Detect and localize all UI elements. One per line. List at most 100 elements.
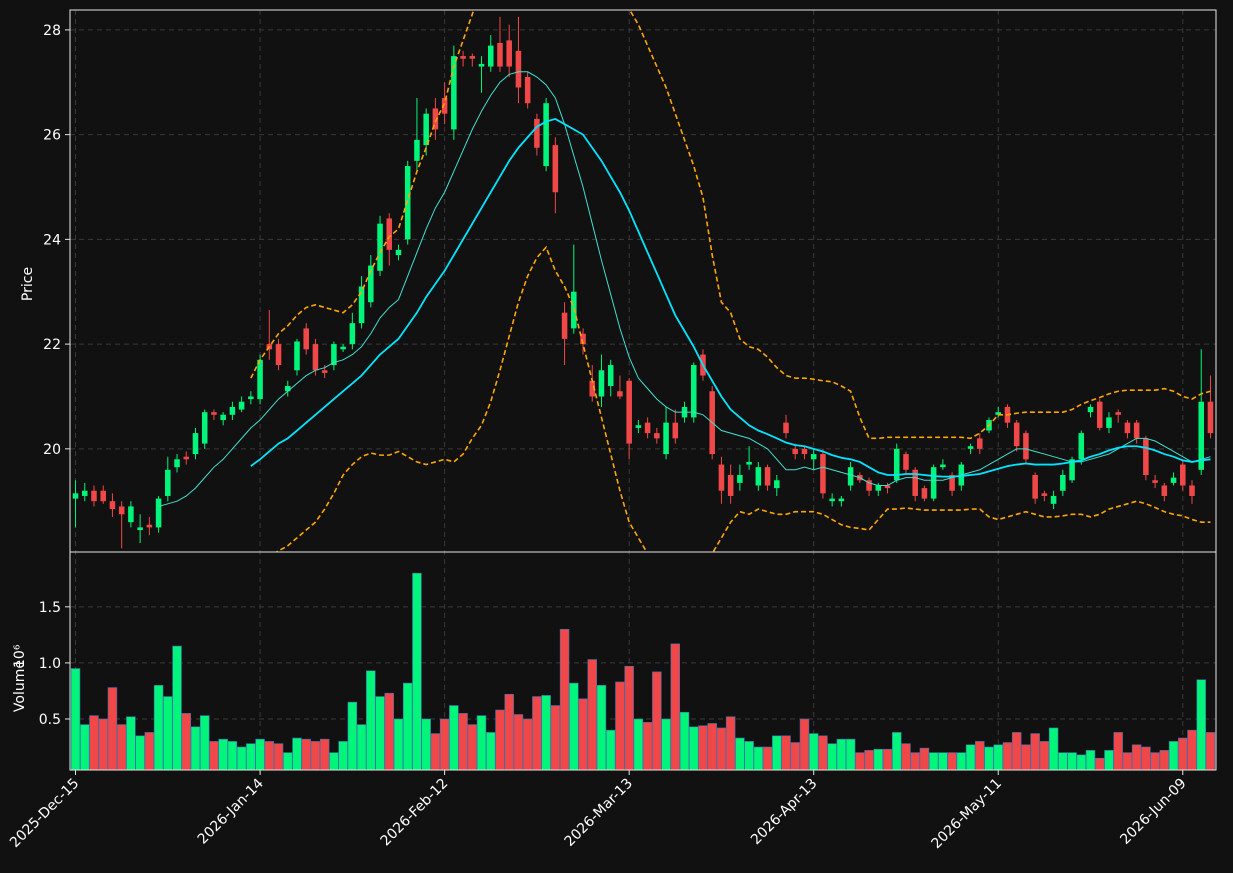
candle-body (423, 113, 429, 146)
candle-body (192, 433, 199, 455)
volume-bar (107, 687, 118, 770)
volume-bar (439, 718, 450, 770)
candle-body (118, 506, 125, 515)
candle-body (229, 406, 236, 415)
volume-bar (716, 727, 727, 770)
volume-bar (1076, 754, 1087, 770)
volume-bar (919, 747, 930, 770)
volume-bar (855, 752, 865, 770)
volume-bar (1039, 741, 1050, 770)
volume-bar (246, 743, 256, 770)
candle-body (580, 333, 586, 345)
candle-body (81, 490, 88, 496)
candle-body (746, 461, 752, 465)
volume-bar (1067, 752, 1077, 770)
candle-body (589, 380, 596, 397)
volume-y-tick-label: 0.5 (39, 712, 61, 728)
volume-bar (661, 718, 671, 770)
price-axis-label: Price (20, 267, 36, 301)
candle-body (644, 422, 651, 434)
candle-body (497, 42, 503, 67)
candle-body (1152, 480, 1158, 483)
volume-bar (356, 724, 367, 770)
candle-body (340, 346, 346, 350)
volume-bar (965, 744, 976, 770)
candle-body (451, 56, 457, 130)
candle-body (331, 344, 337, 366)
volume-bar (781, 735, 791, 770)
volume-bar (725, 716, 736, 770)
moving-average-line (158, 71, 1211, 507)
volume-bar (799, 718, 810, 770)
candle-body (515, 50, 522, 88)
candle-body (1050, 495, 1057, 504)
volume-bar (227, 741, 238, 770)
volume-bar (1159, 750, 1170, 770)
volume-bar (753, 746, 764, 770)
volume-bar (495, 709, 505, 770)
volume-bar (1002, 742, 1013, 770)
candle-body (940, 464, 946, 468)
candle-body (211, 412, 217, 415)
candle-body (1013, 422, 1020, 447)
candle-body (165, 469, 171, 496)
volume-bar (430, 733, 441, 770)
volume-bar (578, 698, 588, 770)
candle-body (1106, 417, 1112, 428)
candle-body (1069, 459, 1075, 481)
volume-bar (744, 741, 754, 770)
y-tick-label: 24 (43, 232, 61, 248)
volume-panel (70, 572, 1216, 770)
candle-body (1023, 433, 1029, 460)
candle-body (72, 493, 79, 499)
candle-body (774, 480, 780, 489)
candle-body (414, 139, 420, 161)
volume-bar (338, 741, 348, 770)
volume-bar (467, 724, 478, 770)
candle-body (967, 446, 974, 449)
candle-body (183, 456, 190, 460)
volume-bar (569, 682, 579, 770)
candle-body (672, 422, 679, 439)
volume-bar (283, 752, 293, 770)
candle-body (238, 401, 245, 410)
candle-body (663, 422, 669, 455)
volume-bar (98, 718, 108, 770)
candle-body (930, 467, 937, 499)
candle-body (432, 108, 439, 130)
candle-body (1180, 464, 1186, 486)
volume-bar (993, 744, 1003, 770)
candle-body (358, 286, 365, 324)
candle-body (884, 485, 891, 489)
candle-body (294, 341, 300, 371)
candle-body (386, 218, 393, 250)
candle-body (654, 433, 660, 439)
candle-body (755, 467, 762, 486)
volume-bar (772, 735, 782, 770)
candle-body (1032, 475, 1038, 499)
volume-y-tick-label: 1.5 (39, 600, 61, 616)
candle-body (1124, 422, 1131, 434)
volume-bar (89, 715, 99, 770)
candle-body (220, 414, 226, 421)
volume-bar (642, 722, 653, 770)
candle-body (977, 438, 983, 449)
volume-bar (255, 738, 265, 770)
volume-bar (808, 733, 819, 770)
volume-bar (135, 735, 145, 770)
candle-body (820, 454, 826, 494)
candle-body (321, 370, 328, 373)
volume-bar (1030, 733, 1040, 770)
volume-bar (698, 725, 708, 770)
candle-body (1041, 493, 1048, 496)
volume-bar (199, 715, 210, 770)
candle-body (1096, 401, 1103, 428)
volume-bar (928, 752, 939, 770)
candle-body (109, 501, 116, 510)
candle-body (506, 40, 512, 67)
candle-body (1207, 401, 1214, 434)
volume-bar (236, 746, 247, 770)
y-tick-label: 22 (43, 337, 61, 353)
candle-body (404, 166, 411, 240)
volume-bar (163, 696, 173, 770)
